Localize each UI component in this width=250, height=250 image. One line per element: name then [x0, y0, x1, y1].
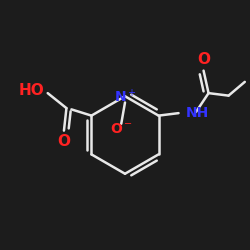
Text: O: O	[197, 52, 210, 67]
Text: N$^+$: N$^+$	[114, 88, 136, 105]
Text: O: O	[58, 134, 70, 149]
Text: HO: HO	[18, 83, 44, 98]
Text: NH: NH	[186, 106, 209, 120]
Text: O$^-$: O$^-$	[110, 122, 133, 136]
